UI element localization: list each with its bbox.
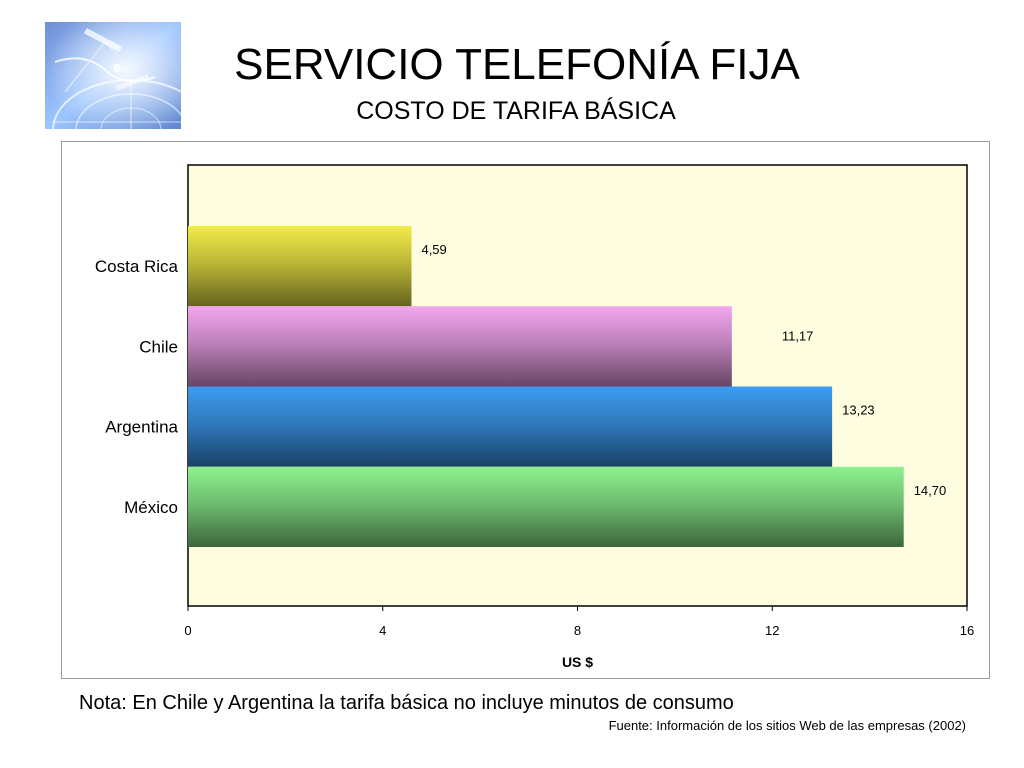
category-label: Chile xyxy=(139,337,178,356)
x-tick-label: 8 xyxy=(574,623,581,638)
bar-m-xico xyxy=(188,466,904,547)
category-label: Costa Rica xyxy=(95,257,179,276)
bar-chile xyxy=(188,306,732,387)
x-tick-label: 4 xyxy=(379,623,386,638)
globe-network-icon xyxy=(45,22,181,129)
chart-source: Fuente: Información de los sitios Web de… xyxy=(608,718,966,733)
x-axis-title: US $ xyxy=(562,654,593,670)
bar-argentina xyxy=(188,386,833,467)
data-label: 11,17 xyxy=(782,328,814,343)
chart-area: 4,59 11,17 13,23 14,70 Costa Rica Chile Argen… xyxy=(61,141,990,679)
x-tick-label: 16 xyxy=(960,623,974,638)
chart-note: Nota: En Chile y Argentina la tarifa bás… xyxy=(79,692,734,714)
page-subtitle: COSTO DE TARIFA BÁSICA xyxy=(356,97,676,125)
data-label: 13,23 xyxy=(842,403,875,418)
bar-costa-rica xyxy=(188,226,412,307)
category-label: Argentina xyxy=(105,418,178,437)
category-label: México xyxy=(124,498,178,517)
x-tick-label: 0 xyxy=(184,623,191,638)
data-label: 4,59 xyxy=(421,242,446,257)
x-tick-label: 12 xyxy=(765,623,779,638)
page-title: SERVICIO TELEFONÍA FIJA xyxy=(234,40,800,89)
data-label: 14,70 xyxy=(914,483,947,498)
bar-chart: 4,59 11,17 13,23 14,70 Costa Rica Chile Argen… xyxy=(95,164,974,670)
